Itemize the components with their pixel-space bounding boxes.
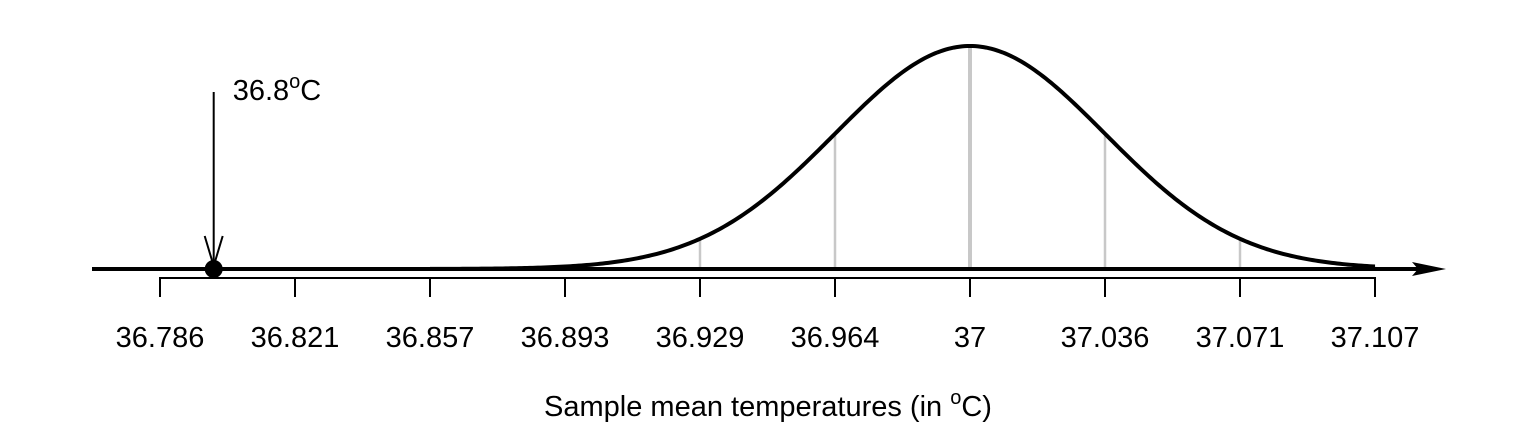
x-tick-label: 37.036 xyxy=(1061,322,1150,354)
observed-value-point xyxy=(204,260,223,278)
x-tick-label: 36.821 xyxy=(251,322,340,354)
x-tick-label: 36.857 xyxy=(386,322,475,354)
x-tick-label: 36.786 xyxy=(116,322,205,354)
x-tick-label: 36.893 xyxy=(521,322,610,354)
horizontal-axis-arrow xyxy=(92,262,1446,276)
normal-curve xyxy=(429,43,1376,271)
x-axis-label: Sample mean temperatures (in oC) xyxy=(544,387,992,423)
x-tick-label: 37.107 xyxy=(1331,322,1420,354)
annotation-label: 36.8oC xyxy=(233,71,322,107)
sd-reference-lines xyxy=(563,46,1377,269)
x-tick-label: 36.964 xyxy=(791,322,880,354)
x-axis-tick-labels: 36.786 36.821 36.857 36.893 36.929 36.964 37 37… xyxy=(116,322,1420,354)
x-tick-label: 36.929 xyxy=(656,322,745,354)
x-tick-label: 37 xyxy=(954,322,986,354)
annotation-marker: 36.8oC xyxy=(203,71,322,278)
arrowhead-icon xyxy=(1412,262,1446,276)
x-tick-label: 37.071 xyxy=(1196,322,1285,354)
x-axis-ticks xyxy=(159,277,1376,297)
